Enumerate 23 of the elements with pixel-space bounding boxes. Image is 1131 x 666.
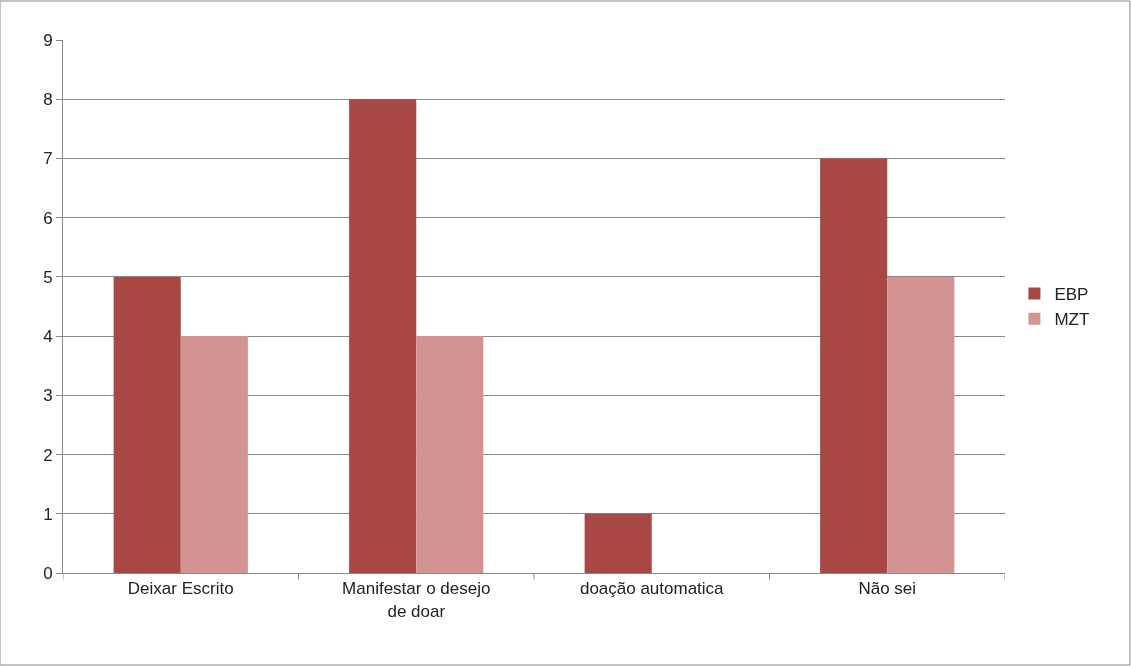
x-tick-label: Deixar Escrito: [127, 579, 234, 599]
bar: [349, 99, 417, 573]
bar: [416, 336, 484, 573]
y-tick-label: 5: [43, 267, 53, 287]
bar: [113, 276, 181, 573]
bar: [180, 336, 248, 573]
y-tick-label: 7: [43, 149, 53, 169]
x-tick-label: Não sei: [858, 579, 917, 599]
legend-label: EBP: [1054, 285, 1089, 305]
y-tick-label: 8: [43, 90, 53, 110]
y-tick-label: 9: [43, 30, 53, 50]
y-tick-label: 1: [43, 504, 53, 524]
legend-label: MZT: [1054, 310, 1090, 330]
y-tick-label: 3: [43, 386, 53, 406]
bar: [584, 513, 652, 573]
bar: [887, 276, 955, 573]
x-tick-label: doação automatica: [579, 579, 725, 599]
y-tick-label: 6: [43, 208, 53, 228]
y-tick-label: 0: [43, 563, 53, 583]
bar: [820, 158, 888, 573]
x-tick-label: Manifestar o desejo de doar: [342, 579, 491, 621]
y-tick-label: 4: [43, 327, 53, 347]
y-tick-label: 2: [43, 445, 53, 465]
